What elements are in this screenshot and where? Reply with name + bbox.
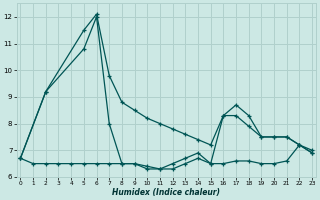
X-axis label: Humidex (Indice chaleur): Humidex (Indice chaleur) xyxy=(112,188,220,197)
